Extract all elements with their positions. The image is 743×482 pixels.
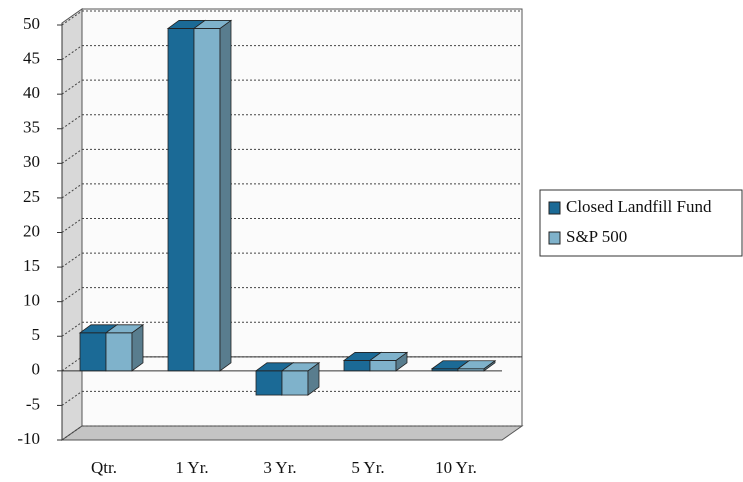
grid-line-side <box>61 218 83 233</box>
side-wall <box>61 8 83 441</box>
grid-line-side <box>61 356 83 372</box>
bar-front <box>281 370 309 396</box>
grid-line-side <box>61 79 83 95</box>
y-tick-label: 35 <box>23 118 40 137</box>
y-tick-label: 10 <box>23 291 40 310</box>
bar-front <box>193 28 221 372</box>
grid-line-side <box>61 252 83 268</box>
legend-label: S&P 500 <box>566 227 627 246</box>
bar-front <box>255 370 283 396</box>
legend-swatch <box>548 231 561 245</box>
grid-line-side <box>61 391 83 406</box>
bar-front <box>79 332 107 372</box>
bar <box>192 19 233 372</box>
grid-line-side <box>61 287 83 303</box>
bar-front <box>343 360 371 372</box>
bar-side <box>219 19 232 372</box>
bar-top <box>104 324 145 334</box>
y-tick-label: -5 <box>26 394 40 413</box>
grid-line-side <box>61 45 83 60</box>
grid-line-side <box>61 114 83 130</box>
y-tick-label: 25 <box>23 187 40 206</box>
x-tick-label: 1 Yr. <box>175 458 208 477</box>
bar-top <box>456 360 497 370</box>
bar-top <box>368 352 409 361</box>
grid-line-side <box>61 10 83 26</box>
y-tick-label: 20 <box>23 221 40 240</box>
bar-front <box>105 332 133 372</box>
y-tick-label: 45 <box>23 48 40 67</box>
grid-line-side <box>61 425 83 441</box>
bar-front <box>167 28 195 372</box>
y-tick-label: 0 <box>32 360 41 379</box>
bar <box>104 324 145 372</box>
floor <box>60 425 524 441</box>
legend-swatch <box>548 201 561 215</box>
x-tick-label: Qtr. <box>91 458 117 477</box>
y-tick-label: -10 <box>17 429 40 448</box>
x-tick-label: 5 Yr. <box>351 458 384 477</box>
legend-label: Closed Landfill Fund <box>566 197 712 216</box>
y-tick-label: 15 <box>23 256 40 275</box>
grid-line-side <box>61 183 83 199</box>
bar <box>368 351 409 372</box>
y-tick-label: 5 <box>32 325 41 344</box>
grid-line-side <box>61 321 83 337</box>
bar-top <box>280 362 321 372</box>
bar <box>456 359 497 372</box>
y-tick-label: 40 <box>23 83 40 102</box>
x-tick-label: 10 Yr. <box>435 458 477 477</box>
grid-line-side <box>61 148 83 164</box>
bar <box>280 362 321 396</box>
y-tick-label: 30 <box>23 152 40 171</box>
bar-front <box>369 360 397 372</box>
bar-top <box>192 20 233 29</box>
y-tick-label: 50 <box>23 14 40 33</box>
legend-box <box>539 189 743 257</box>
x-tick-label: 3 Yr. <box>263 458 296 477</box>
